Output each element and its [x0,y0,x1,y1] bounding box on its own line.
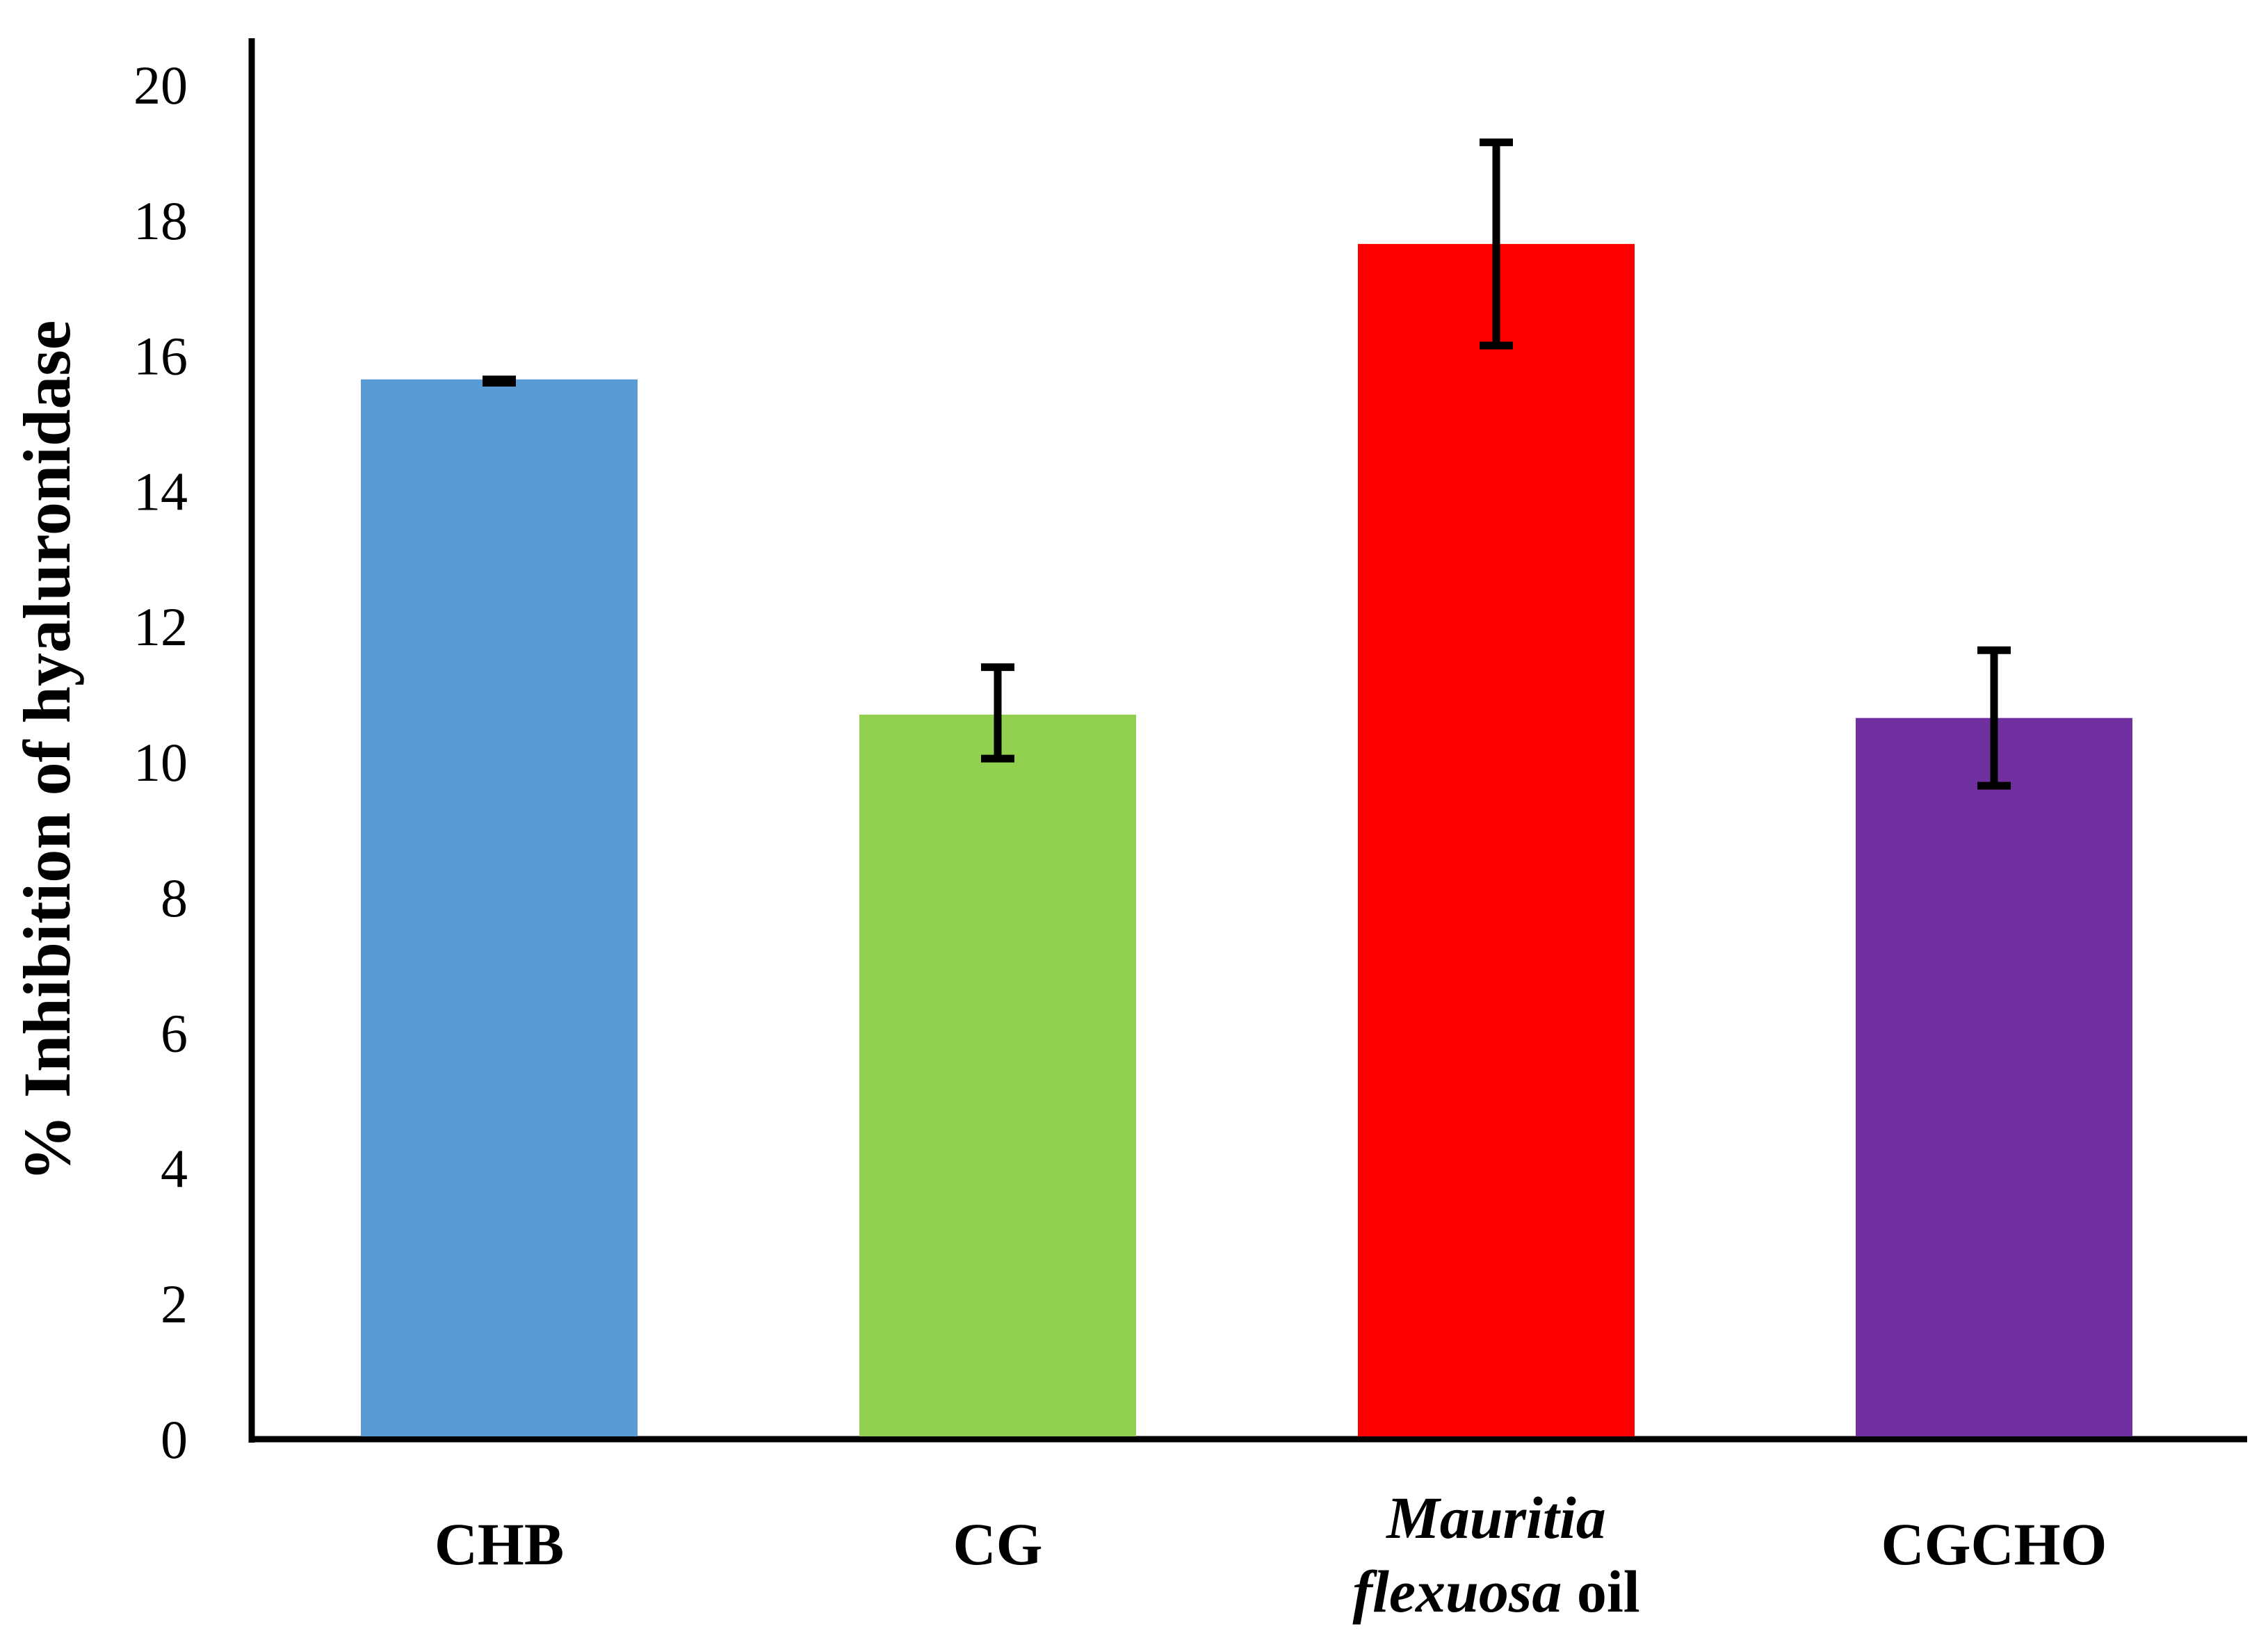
y-tick-label: 20 [133,55,188,115]
x-category-label: CG [953,1511,1043,1578]
y-axis-title: % Inhibition of hyaluronidase [10,321,84,1182]
error-bar [1977,646,2011,790]
bar [361,379,638,1437]
x-category-labels: CHB CG Mauritia flexuosa oil CGCHO [435,1484,2107,1625]
x-category-label: CHB [435,1511,564,1578]
y-tick-label: 8 [161,868,188,928]
x-category-label: flexuosa oil [1352,1558,1639,1625]
bar [859,714,1136,1436]
x-category-label-part: Mauritia [1385,1484,1605,1551]
y-tick-label: 18 [133,190,188,251]
x-category-label: CGCHO [1881,1511,2107,1578]
bars [361,243,2132,1437]
y-tick-label: 16 [133,326,188,387]
error-bar [981,663,1014,763]
error-bar [1480,138,1513,350]
y-tick-label: 4 [161,1138,188,1199]
bar [1856,717,2132,1436]
x-category-label-part: flexuosa [1352,1558,1562,1625]
y-tick-label: 14 [133,461,188,521]
x-category-label-part: oil [1562,1558,1639,1625]
y-tick-label: 6 [161,1003,188,1064]
bar [1358,243,1635,1436]
y-tick-labels: 0 2 4 6 8 10 12 14 16 18 20 [133,55,188,1470]
y-tick-label: 12 [133,597,188,657]
y-tick-label: 2 [161,1274,188,1334]
x-category-label: Mauritia [1385,1484,1605,1551]
y-tick-label: 10 [133,732,188,793]
error-bars [483,138,2011,790]
axes [248,38,2247,1443]
error-bar [483,375,516,387]
y-tick-label: 0 [161,1409,188,1470]
